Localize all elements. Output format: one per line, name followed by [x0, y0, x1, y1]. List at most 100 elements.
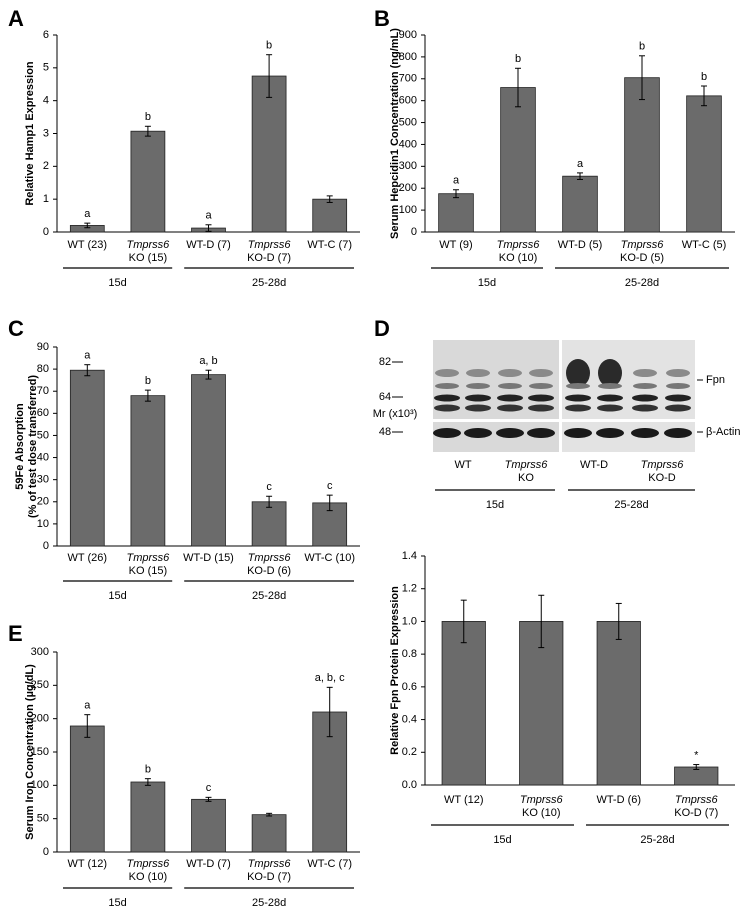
band	[631, 428, 659, 438]
significance-letter: b	[701, 71, 707, 83]
x-tick-label: WT-D (5)	[558, 239, 603, 251]
band	[434, 394, 460, 402]
band	[498, 369, 522, 377]
band	[497, 394, 523, 402]
band	[666, 369, 690, 377]
band	[664, 428, 692, 438]
band	[497, 404, 523, 412]
mass-marker: 64	[379, 391, 391, 403]
y-tick-label: 50	[37, 429, 49, 441]
x-tick-label: KO (10)	[129, 871, 168, 883]
x-tick-label: Tmprss6	[621, 239, 665, 251]
significance-letter: b	[145, 111, 151, 123]
band	[466, 383, 490, 389]
y-tick-label: 700	[399, 73, 417, 85]
band	[435, 369, 459, 377]
y-axis-label: Relative Hamp1 Expression	[24, 61, 36, 206]
significance-letter: c	[206, 782, 212, 794]
y-tick-label: 1.0	[402, 615, 417, 627]
x-tick-label: WT-C (5)	[682, 239, 727, 251]
bar	[130, 781, 166, 853]
panel-label: C	[8, 316, 24, 341]
bar	[69, 369, 105, 547]
lane-label: KO-D	[648, 472, 676, 484]
lane-label: WT	[454, 459, 471, 471]
band-label: β-Actin	[706, 426, 740, 438]
x-tick-label: KO-D (7)	[247, 252, 291, 264]
band	[527, 428, 555, 438]
significance-letter: a, b	[199, 355, 217, 367]
significance-letter: b	[639, 41, 645, 53]
panel-label: B	[374, 6, 390, 31]
band	[598, 383, 622, 389]
group-label: 25-28d	[252, 277, 286, 289]
y-tick-label: 1	[43, 193, 49, 205]
group-label: 25-28d	[614, 499, 648, 511]
y-tick-label: 3	[43, 127, 49, 139]
significance-letter: a	[205, 210, 212, 222]
significance-letter: a	[84, 350, 91, 362]
significance-letter: *	[694, 749, 699, 761]
panel-label: E	[8, 621, 23, 646]
band	[434, 404, 460, 412]
significance-letter: b	[145, 375, 151, 387]
x-tick-label: Tmprss6	[248, 858, 292, 870]
x-tick-label: WT-D (15)	[183, 552, 234, 564]
bar	[191, 374, 226, 547]
y-tick-label: 0.4	[402, 713, 417, 725]
band	[565, 394, 591, 402]
x-tick-label: Tmprss6	[127, 552, 171, 564]
bar	[519, 621, 564, 786]
lane-label: Tmprss6	[641, 459, 685, 471]
y-tick-label: 900	[399, 29, 417, 41]
significance-letter: c	[327, 480, 333, 492]
mass-marker: 48	[379, 426, 391, 438]
mass-marker: 82	[379, 356, 391, 368]
y-tick-label: 100	[31, 779, 49, 791]
y-tick-label: 0.2	[402, 746, 417, 758]
band	[633, 383, 657, 389]
bar	[500, 87, 536, 233]
significance-letter: a, b, c	[315, 672, 345, 684]
x-tick-label: WT (12)	[444, 794, 484, 806]
bar	[686, 95, 722, 233]
band	[498, 383, 522, 389]
band	[632, 394, 658, 402]
band	[529, 369, 553, 377]
group-label: 15d	[108, 897, 126, 909]
bar	[251, 501, 287, 547]
lane-label: KO	[518, 472, 534, 484]
y-axis-label: Serum Hepcidin1 Concentration (ng/mL)	[389, 28, 401, 239]
band	[597, 394, 623, 402]
band	[665, 394, 691, 402]
x-tick-label: Tmprss6	[675, 794, 719, 806]
band	[435, 383, 459, 389]
significance-letter: a	[453, 175, 460, 187]
y-tick-label: 500	[399, 116, 417, 128]
y-axis-label: Relative Fpn Protein Expression	[389, 586, 401, 755]
x-tick-label: Tmprss6	[497, 239, 541, 251]
band	[665, 404, 691, 412]
band	[466, 369, 490, 377]
y-tick-label: 0.6	[402, 681, 417, 693]
panel-label: D	[374, 316, 390, 341]
group-label: 25-28d	[625, 277, 659, 289]
lane-label: Tmprss6	[505, 459, 549, 471]
bar	[438, 193, 474, 233]
band	[496, 428, 524, 438]
bar	[130, 130, 166, 233]
band-label: Fpn	[706, 374, 725, 386]
y-tick-label: 200	[31, 713, 49, 725]
bar	[130, 395, 166, 547]
y-tick-label: 1.2	[402, 583, 417, 595]
group-label: 15d	[108, 277, 126, 289]
y-tick-label: 6	[43, 29, 49, 41]
band	[633, 369, 657, 377]
y-tick-label: 40	[37, 451, 49, 463]
bar	[251, 814, 287, 853]
band	[566, 383, 590, 389]
x-tick-label: KO (15)	[129, 565, 168, 577]
x-tick-label: WT-D (7)	[186, 239, 231, 251]
y-tick-label: 50	[37, 813, 49, 825]
y-axis-label: Serum Iron Concentration (µg/dL)	[24, 664, 36, 840]
